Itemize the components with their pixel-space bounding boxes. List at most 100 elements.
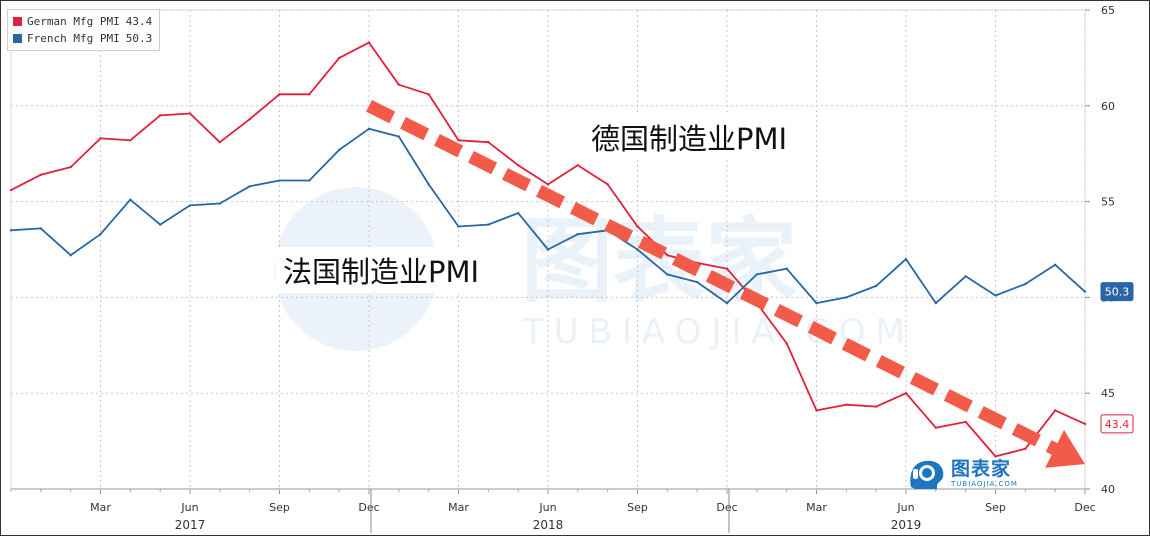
y-tick-label: 55 — [1101, 196, 1115, 209]
data-point-german — [367, 41, 371, 44]
data-point-german — [99, 137, 102, 140]
data-point-french — [725, 301, 729, 305]
data-point-french — [397, 135, 401, 138]
legend-swatch-french — [13, 34, 22, 43]
y-tick-label: 60 — [1101, 100, 1115, 113]
x-tick-label: Mar — [806, 501, 827, 514]
data-point-german — [427, 93, 430, 96]
trend-arrow-head — [1045, 430, 1085, 468]
last-value-tag-french — [1100, 282, 1134, 302]
data-point-french — [516, 211, 520, 215]
tubiaojia-logo: 图表家 TUBIAOJIA.COM — [907, 457, 1018, 491]
data-point-french — [785, 267, 788, 270]
data-point-german — [964, 420, 967, 424]
legend-swatch-german — [13, 17, 22, 26]
data-point-french — [308, 179, 311, 182]
data-point-french — [1053, 263, 1057, 267]
data-point-french — [457, 225, 460, 228]
data-point-french — [129, 198, 132, 201]
x-tick-label: Dec — [716, 501, 737, 514]
data-point-french — [158, 223, 162, 226]
data-point-french — [666, 273, 669, 276]
x-year-label: 2018 — [533, 518, 564, 532]
data-point-french — [487, 223, 490, 226]
data-point-french — [934, 301, 938, 305]
watermark-text-en: TUBIAOJIA.COM — [522, 312, 915, 352]
data-point-french — [815, 301, 818, 305]
data-point-german — [845, 403, 848, 406]
data-point-french — [874, 284, 878, 288]
y-tick-label: 40 — [1101, 483, 1115, 496]
data-point-german — [337, 56, 341, 60]
logo-text-en: TUBIAOJIA.COM — [951, 480, 1018, 488]
data-point-french — [1024, 282, 1027, 286]
y-tick-label: 45 — [1101, 387, 1115, 400]
data-point-french — [1083, 290, 1087, 293]
data-point-german — [576, 163, 580, 167]
data-point-french — [994, 294, 997, 297]
last-value-label-german: 43.4 — [1105, 418, 1130, 431]
tubiaojia-head-icon — [910, 460, 944, 489]
data-point-german — [218, 141, 222, 144]
y-tick-label: 65 — [1101, 4, 1115, 17]
logo-text-cn: 图表家 — [951, 458, 1012, 480]
data-point-french — [69, 254, 72, 257]
x-year-label: 2019 — [891, 518, 922, 532]
legend-item-french: French Mfg PMI 50.3 — [13, 30, 152, 47]
legend-label-french: French Mfg PMI — [27, 32, 120, 45]
x-tick-label: Dec — [358, 501, 379, 514]
data-point-german — [308, 93, 311, 96]
data-point-french — [576, 232, 580, 236]
data-point-french — [755, 273, 759, 276]
data-point-german — [546, 183, 550, 186]
data-point-german — [725, 267, 729, 270]
data-point-french — [39, 227, 43, 230]
data-point-german — [666, 254, 669, 257]
data-point-french — [964, 275, 967, 278]
last-value-tag-german — [1100, 414, 1134, 434]
legend-value-french: 50.3 — [125, 32, 153, 45]
data-point-german — [874, 405, 878, 408]
data-point-german — [1024, 447, 1027, 450]
x-tick-label: Mar — [448, 501, 469, 514]
legend-label-german: German Mfg PMI — [27, 15, 120, 28]
x-tick-label: Jun — [896, 501, 914, 514]
annotation-french-pmi: 法国制造业PMI — [275, 247, 488, 293]
legend-value-german: 43.4 — [125, 15, 153, 28]
data-point-german — [248, 118, 251, 121]
data-point-french — [427, 183, 430, 186]
x-tick-label: Mar — [90, 501, 111, 514]
data-point-french — [636, 248, 639, 251]
data-point-german — [129, 139, 132, 142]
data-point-german — [487, 141, 490, 144]
data-point-german — [39, 173, 43, 176]
data-point-french — [188, 204, 192, 207]
data-point-french — [367, 127, 371, 130]
x-tick-label: Sep — [627, 501, 648, 514]
data-point-german — [815, 409, 818, 412]
data-point-german — [457, 139, 460, 142]
data-point-german — [1053, 409, 1057, 412]
data-point-french — [845, 296, 848, 299]
data-point-french — [546, 248, 550, 251]
x-tick-label: Dec — [1074, 501, 1095, 514]
data-point-german — [1083, 422, 1087, 426]
data-point-german — [69, 165, 72, 169]
data-point-german — [9, 188, 13, 192]
data-point-german — [516, 163, 520, 167]
data-point-german — [934, 426, 938, 429]
legend-item-german: German Mfg PMI 43.4 — [13, 13, 152, 30]
data-point-german — [994, 455, 997, 458]
annotation-german-pmi: 德国制造业PMI — [583, 114, 796, 160]
data-point-german — [278, 93, 281, 96]
data-point-french — [337, 148, 341, 152]
data-point-german — [606, 183, 609, 186]
data-point-german — [636, 225, 639, 228]
data-point-german — [397, 83, 401, 86]
data-point-french — [695, 280, 699, 284]
data-point-french — [248, 185, 251, 188]
x-tick-label: Jun — [180, 501, 198, 514]
data-point-french — [99, 232, 102, 236]
data-point-french — [218, 202, 222, 205]
